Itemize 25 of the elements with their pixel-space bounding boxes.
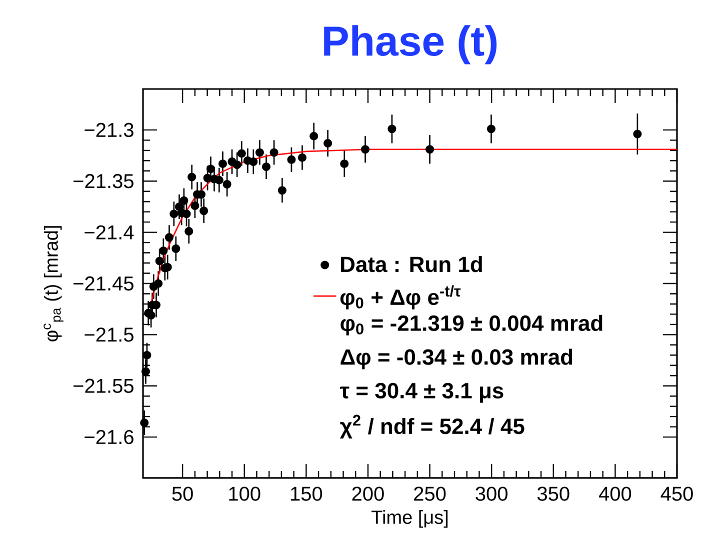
y-tick-label: −21.3 [84, 122, 134, 138]
legend-label: Data : Run 1d [341, 256, 482, 272]
annotation: τ = 30.4 ± 3.1 μs [340, 382, 504, 403]
annotation: χ$^{2}$ / ndf = 52.4 / 45 [340, 414, 524, 438]
y-axis-title: φ$^{c}$$_{pa}$ (t) [mrad] [44, 226, 64, 342]
annotation: Δφ = -0.34 ± 0.03 mrad [340, 348, 572, 370]
y-tick-label: −21.55 [74, 378, 134, 393]
x-tick-label: 350 [537, 486, 570, 501]
x-tick-label: 300 [476, 486, 508, 501]
x-tick-label: 50 [172, 486, 193, 501]
x-axis-title: Time [μs] [372, 510, 448, 528]
y-tick-label: −21.4 [84, 225, 134, 240]
x-tick-label: 200 [352, 486, 384, 501]
annotation: φ$_{0}$ = -21.319 ± 0.004 mrad [340, 314, 602, 336]
y-tick-label: −21.6 [84, 430, 134, 444]
x-tick-label: 100 [229, 486, 260, 501]
y-tick-label: −21.45 [74, 276, 134, 291]
x-tick-label: 450 [660, 486, 693, 501]
chart-title: Phase (t) [324, 25, 497, 64]
x-tick-label: 250 [414, 486, 446, 501]
legend-label: φ$_{0}$ + Δφ e$^{-t/τ}$ [340, 285, 461, 310]
x-tick-label: 150 [291, 486, 322, 501]
y-tick-label: −21.35 [74, 174, 134, 188]
x-tick-label: 400 [598, 486, 632, 501]
y-tick-label: −21.5 [84, 328, 134, 342]
